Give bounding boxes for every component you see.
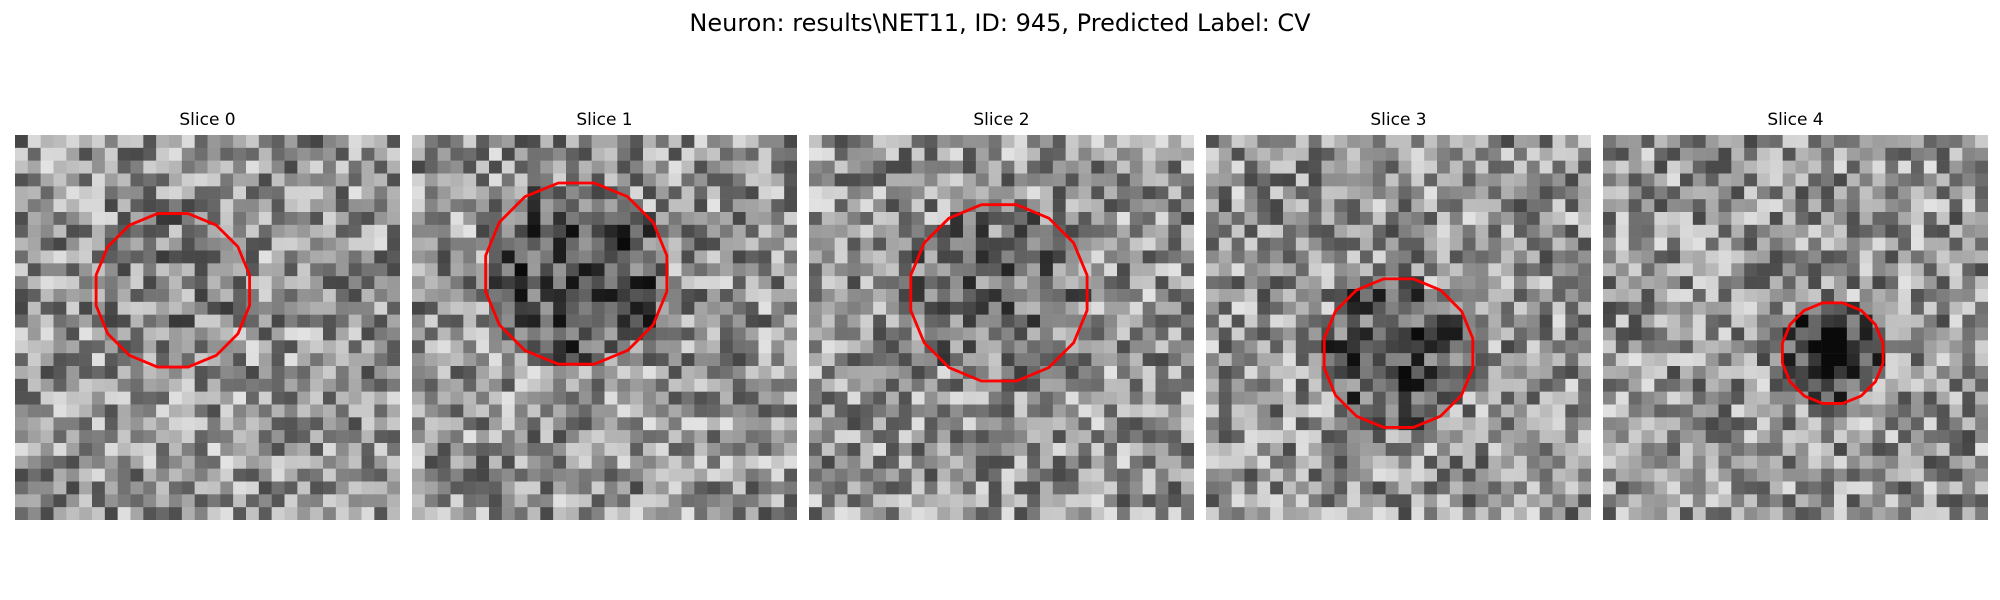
slice-panel-0: Slice 0 xyxy=(15,110,400,520)
slice-title: Slice 0 xyxy=(179,110,236,130)
slice-title: Slice 4 xyxy=(1767,110,1824,130)
figure-title: Neuron: results\NET11, ID: 945, Predicte… xyxy=(689,9,1311,37)
slice-image xyxy=(412,135,797,520)
slice-panel-2: Slice 2 xyxy=(809,110,1194,520)
segmentation-contour xyxy=(94,212,252,369)
slice-image xyxy=(809,135,1194,520)
segmentation-contour xyxy=(1780,301,1885,405)
slice-title: Slice 3 xyxy=(1370,110,1427,130)
slice-image xyxy=(15,135,400,520)
slice-title: Slice 1 xyxy=(576,110,633,130)
slice-panel-3: Slice 3 xyxy=(1206,110,1591,520)
slice-image xyxy=(1603,135,1988,520)
segmentation-contour xyxy=(1322,277,1475,429)
slice-panel-1: Slice 1 xyxy=(412,110,797,520)
slice-image xyxy=(1206,135,1591,520)
segmentation-contour xyxy=(484,181,669,366)
slice-panel-4: Slice 4 xyxy=(1603,110,1988,520)
segmentation-contour xyxy=(909,203,1089,383)
slice-title: Slice 2 xyxy=(973,110,1030,130)
